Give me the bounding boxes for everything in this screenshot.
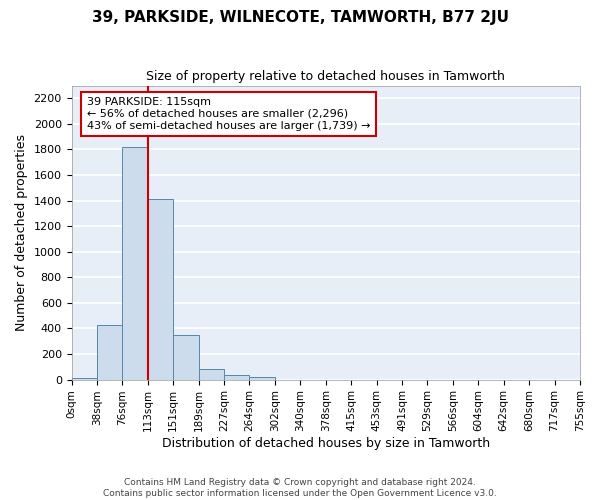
Bar [122, 147, 148, 380]
Text: 39, PARKSIDE, WILNECOTE, TAMWORTH, B77 2JU: 39, PARKSIDE, WILNECOTE, TAMWORTH, B77 2… [91, 10, 509, 25]
Bar [173, 336, 199, 380]
Title: Size of property relative to detached houses in Tamworth: Size of property relative to detached ho… [146, 70, 505, 83]
X-axis label: Distribution of detached houses by size in Tamworth: Distribution of detached houses by size … [162, 437, 490, 450]
Bar [97, 326, 122, 380]
Text: Contains HM Land Registry data © Crown copyright and database right 2024.
Contai: Contains HM Land Registry data © Crown c… [103, 478, 497, 498]
Bar [199, 370, 224, 380]
Bar [224, 376, 250, 380]
Bar [148, 200, 173, 380]
Text: 39 PARKSIDE: 115sqm
← 56% of detached houses are smaller (2,296)
43% of semi-det: 39 PARKSIDE: 115sqm ← 56% of detached ho… [87, 98, 370, 130]
Bar [71, 378, 97, 380]
Y-axis label: Number of detached properties: Number of detached properties [15, 134, 28, 331]
Bar [250, 377, 275, 380]
